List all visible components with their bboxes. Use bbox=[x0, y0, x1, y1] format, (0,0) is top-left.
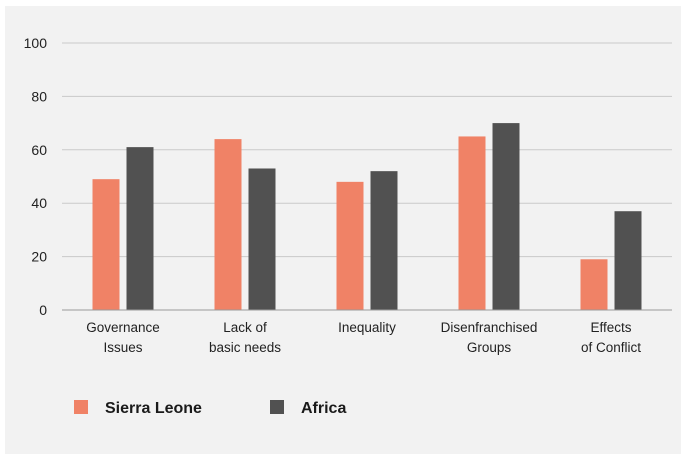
bar-africa-2 bbox=[370, 171, 398, 310]
legend-label: Africa bbox=[301, 400, 346, 417]
legend-swatch-sierra-leone bbox=[74, 400, 88, 414]
bar-sierra-leone-2 bbox=[336, 181, 364, 310]
y-tick-label: 0 bbox=[39, 302, 47, 318]
bar-africa-0 bbox=[126, 147, 154, 310]
x-tick-label: Groups bbox=[467, 340, 512, 355]
x-tick-label: of Conflict bbox=[581, 340, 641, 355]
x-tick-label: Inequality bbox=[338, 320, 396, 335]
bar-sierra-leone-1 bbox=[214, 139, 242, 310]
x-tick-label: Lack of bbox=[223, 320, 267, 335]
y-tick-label: 60 bbox=[31, 142, 47, 158]
y-tick-label: 40 bbox=[31, 195, 47, 211]
bar-africa-3 bbox=[492, 123, 520, 310]
x-axis-labels: Governance Issues Lack of basic needs Inequa… bbox=[86, 320, 641, 355]
x-tick-label: Issues bbox=[103, 340, 142, 355]
y-tick-label: 100 bbox=[24, 35, 48, 51]
legend: Sierra Leone Africa bbox=[74, 400, 346, 417]
bar-sierra-leone-4 bbox=[580, 259, 608, 310]
y-tick-label: 20 bbox=[31, 249, 47, 265]
bar-sierra-leone-0 bbox=[92, 179, 120, 310]
bars bbox=[62, 123, 672, 311]
y-tick-label: 80 bbox=[31, 88, 47, 104]
bar-africa-1 bbox=[248, 168, 276, 310]
bar-africa-4 bbox=[614, 211, 642, 310]
x-tick-label: Governance bbox=[86, 320, 160, 335]
bar-sierra-leone-3 bbox=[458, 136, 486, 310]
legend-label: Sierra Leone bbox=[105, 400, 202, 417]
x-tick-label: Effects bbox=[590, 320, 631, 335]
x-tick-label: Disenfranchised bbox=[441, 320, 538, 335]
y-axis-ticks: 0 20 40 60 80 100 bbox=[24, 35, 48, 318]
x-tick-label: basic needs bbox=[209, 340, 281, 355]
legend-swatch-africa bbox=[270, 400, 284, 414]
